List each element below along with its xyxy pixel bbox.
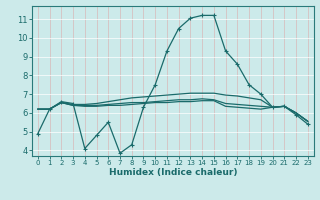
X-axis label: Humidex (Indice chaleur): Humidex (Indice chaleur): [108, 168, 237, 177]
